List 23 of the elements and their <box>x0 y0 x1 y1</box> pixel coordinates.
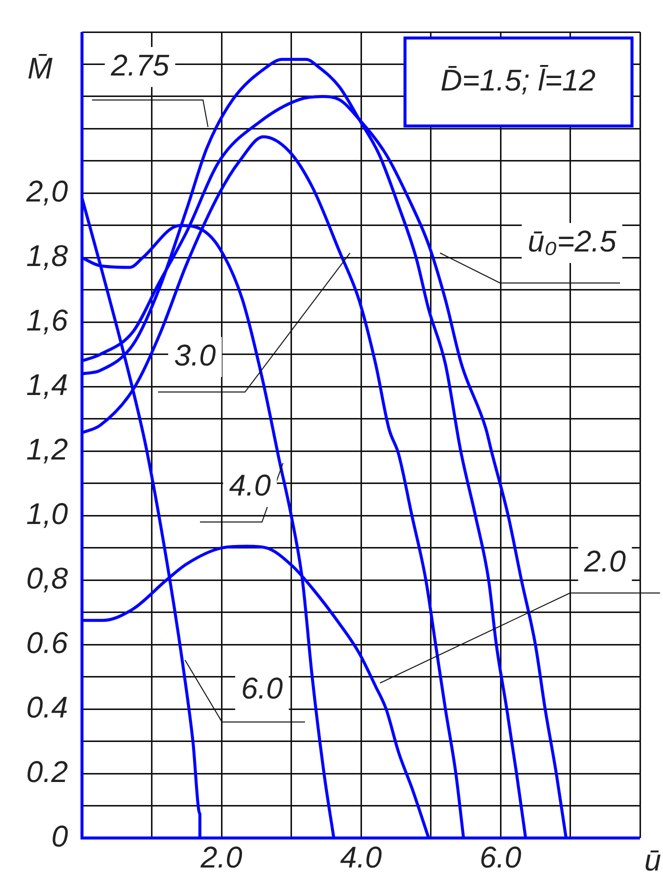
y-tick-label: 0,8 <box>26 562 68 596</box>
text: 2.0 <box>583 545 626 578</box>
x-tick-label: 4.0 <box>340 841 382 874</box>
series-label: 6.0 <box>241 672 284 706</box>
series-label: 4.0 <box>229 469 272 502</box>
y-tick-label: 1,6 <box>26 304 68 338</box>
y-tick-label: 1,4 <box>26 368 68 402</box>
y-tick-label: 0 <box>51 820 68 854</box>
series-label: 3.0 <box>174 339 216 372</box>
y-tick-label: 0.4 <box>26 691 68 724</box>
text: 2.75 <box>110 49 170 82</box>
y-tick-label: 1,2 <box>26 433 68 466</box>
x-axis-title: ū <box>644 844 662 878</box>
text: ū₀=2.5 <box>528 225 617 258</box>
y-axis-title: M̄ <box>28 52 52 86</box>
y-tick-label: 0.6 <box>26 626 68 660</box>
x-tick-label: 6.0 <box>480 841 522 874</box>
y-tick-label: 2,0 <box>25 176 68 209</box>
y-tick-label: 0.2 <box>26 756 68 789</box>
y-tick-label: 1,8 <box>26 240 68 274</box>
y-tick-label: 1,0 <box>26 498 68 531</box>
annotation: D̄=1.5; l̄=12 <box>440 64 596 98</box>
x-tick-label: 2.0 <box>200 841 243 874</box>
